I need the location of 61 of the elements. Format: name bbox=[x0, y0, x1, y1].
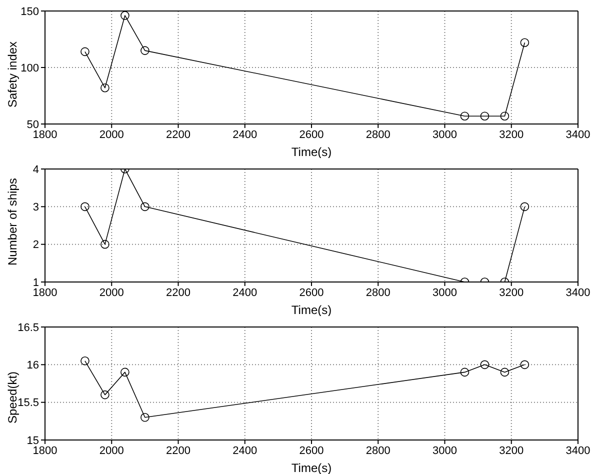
x-tick-label: 2000 bbox=[99, 444, 124, 457]
x-tick-label: 2400 bbox=[232, 444, 258, 457]
y-tick-label: 15 bbox=[26, 434, 39, 447]
x-tick-label: 2800 bbox=[366, 444, 390, 457]
point bbox=[100, 240, 110, 249]
point bbox=[520, 202, 530, 212]
y-tick-label: 3 bbox=[32, 202, 39, 214]
point bbox=[80, 356, 90, 366]
point bbox=[100, 83, 110, 92]
point bbox=[120, 11, 130, 20]
x-tick-label: 1800 bbox=[32, 128, 58, 141]
x-tick-label: 1800 bbox=[32, 286, 58, 299]
point bbox=[460, 368, 470, 377]
point bbox=[80, 47, 90, 56]
point bbox=[480, 360, 490, 370]
point bbox=[460, 112, 470, 120]
y-tick-label: 1 bbox=[32, 276, 39, 289]
x-tick-label: 2000 bbox=[99, 286, 124, 299]
y-tick-label: 4 bbox=[32, 164, 39, 176]
x-tick-label: 2200 bbox=[166, 286, 190, 299]
point bbox=[140, 202, 150, 212]
x-tick-label: 2000 bbox=[99, 128, 124, 141]
x-tick-label: 3400 bbox=[566, 128, 590, 141]
x-tick-label: 3000 bbox=[432, 286, 457, 299]
x-tick-label: 3000 bbox=[432, 444, 457, 457]
x-tick-label: 2600 bbox=[299, 128, 324, 141]
x-tick-label: 2400 bbox=[232, 286, 258, 299]
x-tick-label: 3400 bbox=[566, 286, 590, 299]
point bbox=[140, 413, 150, 422]
x-tick-label: 3400 bbox=[566, 444, 590, 457]
point bbox=[480, 112, 490, 120]
x-tick-label: 2600 bbox=[299, 444, 324, 457]
point bbox=[140, 46, 150, 55]
point bbox=[100, 390, 110, 400]
y-axis-title: Speed(kt) bbox=[5, 371, 20, 424]
x-tick-label: 3200 bbox=[499, 444, 524, 457]
point bbox=[520, 38, 530, 48]
point bbox=[500, 112, 510, 120]
x-tick-label: 3200 bbox=[499, 286, 524, 299]
x-tick-label: 2800 bbox=[366, 286, 390, 299]
y-axis-title: Number of ships bbox=[5, 178, 20, 266]
x-tick-label: 1800 bbox=[32, 444, 58, 457]
y-tick-label: 16.5 bbox=[18, 322, 39, 334]
point bbox=[80, 202, 90, 212]
y-axis-title: Safety index bbox=[5, 41, 20, 108]
point bbox=[120, 368, 130, 377]
x-tick-label: 2200 bbox=[166, 128, 190, 141]
y-tick-label: 100 bbox=[20, 62, 39, 74]
x-tick-label: 2800 bbox=[366, 128, 390, 141]
x-tick-label: 2400 bbox=[232, 128, 258, 141]
y-tick-label: 50 bbox=[26, 118, 39, 131]
y-tick-label: 2 bbox=[32, 239, 39, 252]
point bbox=[500, 368, 510, 377]
x-tick-label: 2600 bbox=[299, 286, 324, 299]
x-tick-label: 2200 bbox=[166, 444, 190, 457]
y-tick-label: 150 bbox=[20, 6, 39, 18]
y-tick-label: 15.5 bbox=[18, 397, 39, 410]
x-tick-label: 3200 bbox=[499, 128, 524, 141]
x-tick-label: 3000 bbox=[432, 128, 457, 141]
y-tick-label: 16 bbox=[26, 360, 39, 372]
point bbox=[520, 360, 530, 370]
